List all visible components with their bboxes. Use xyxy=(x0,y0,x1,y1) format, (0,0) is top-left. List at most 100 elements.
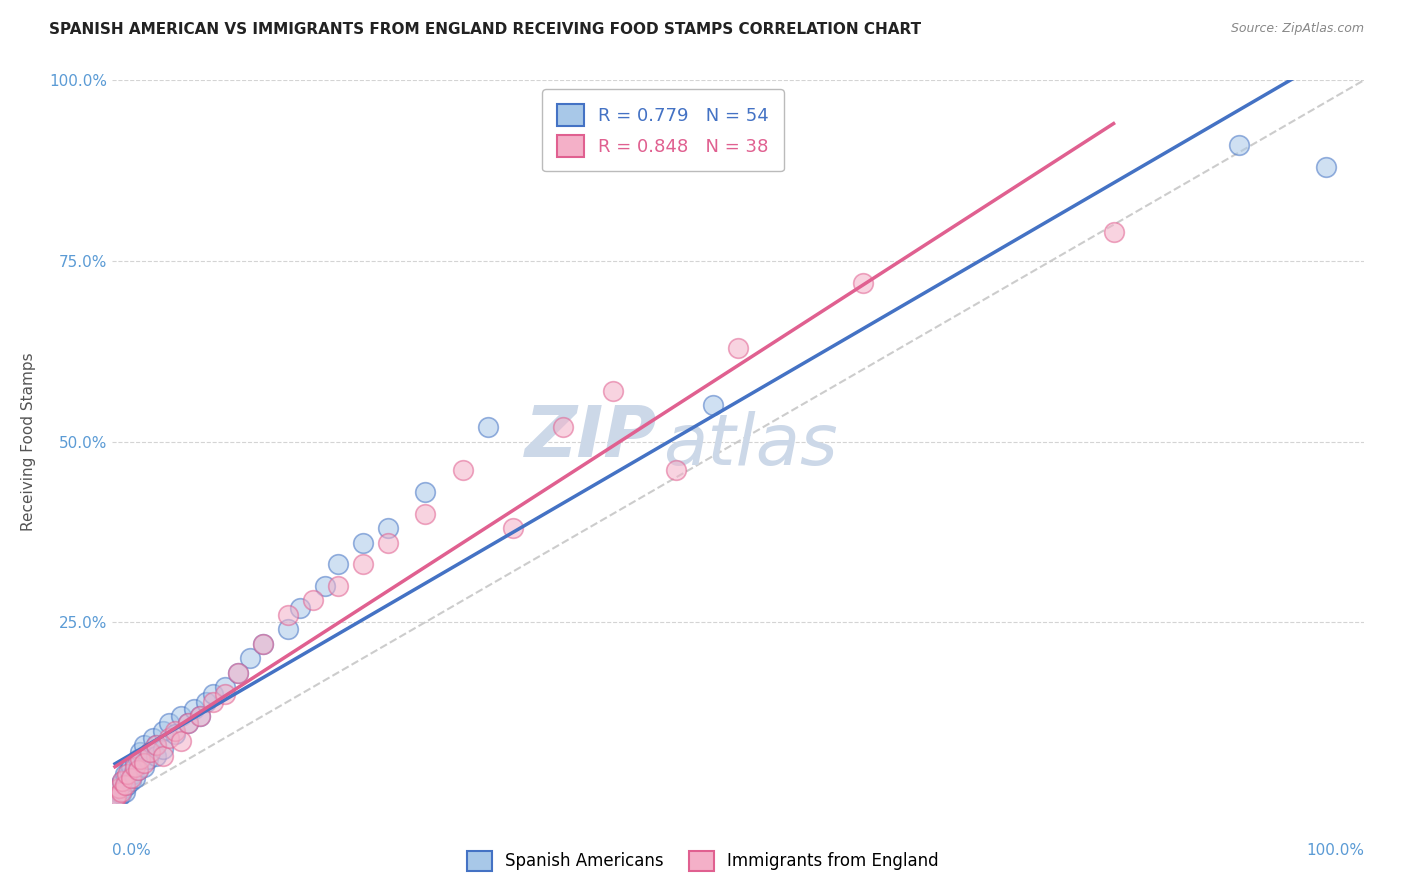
Text: Source: ZipAtlas.com: Source: ZipAtlas.com xyxy=(1230,22,1364,36)
Point xyxy=(226,665,249,680)
Point xyxy=(104,792,127,806)
Point xyxy=(301,593,323,607)
Point xyxy=(114,778,136,792)
Point xyxy=(170,734,193,748)
Point xyxy=(451,463,474,477)
Point xyxy=(551,420,574,434)
Point xyxy=(201,695,224,709)
Point xyxy=(139,745,162,759)
Point xyxy=(326,558,349,572)
Point xyxy=(124,760,146,774)
Point xyxy=(124,756,146,770)
Point xyxy=(108,778,131,792)
Point xyxy=(702,398,724,412)
Point xyxy=(352,558,374,572)
Point xyxy=(352,535,374,549)
Point xyxy=(107,790,129,805)
Point xyxy=(115,771,138,785)
Point xyxy=(145,738,167,752)
Point xyxy=(727,341,749,355)
Point xyxy=(1315,160,1337,174)
Point xyxy=(314,579,336,593)
Point xyxy=(152,741,174,756)
Point xyxy=(110,787,132,801)
Point xyxy=(120,774,142,789)
Point xyxy=(152,723,174,738)
Point xyxy=(170,709,193,723)
Point xyxy=(127,764,149,778)
Point xyxy=(129,745,152,759)
Point xyxy=(377,521,399,535)
Point xyxy=(111,774,134,789)
Point xyxy=(413,507,436,521)
Legend: R = 0.779   N = 54, R = 0.848   N = 38: R = 0.779 N = 54, R = 0.848 N = 38 xyxy=(543,89,783,171)
Point xyxy=(183,702,205,716)
Point xyxy=(602,384,624,398)
Point xyxy=(252,637,274,651)
Point xyxy=(157,731,180,745)
Point xyxy=(127,764,149,778)
Point xyxy=(132,756,155,770)
Point xyxy=(277,607,299,622)
Point xyxy=(157,716,180,731)
Point xyxy=(132,760,155,774)
Point xyxy=(118,764,141,778)
Text: 100.0%: 100.0% xyxy=(1306,843,1364,857)
Text: SPANISH AMERICAN VS IMMIGRANTS FROM ENGLAND RECEIVING FOOD STAMPS CORRELATION CH: SPANISH AMERICAN VS IMMIGRANTS FROM ENGL… xyxy=(49,22,921,37)
Point xyxy=(326,579,349,593)
Point xyxy=(114,785,136,799)
Point xyxy=(188,709,211,723)
Point xyxy=(139,745,162,759)
Y-axis label: Receiving Food Stamps: Receiving Food Stamps xyxy=(21,352,35,531)
Text: 0.0%: 0.0% xyxy=(112,843,152,857)
Point xyxy=(664,463,686,477)
Point xyxy=(120,760,142,774)
Point xyxy=(214,687,236,701)
Point xyxy=(107,785,129,799)
Point xyxy=(252,637,274,651)
Point xyxy=(377,535,399,549)
Point xyxy=(117,767,139,781)
Point xyxy=(136,752,159,766)
Point xyxy=(163,727,186,741)
Point xyxy=(502,521,524,535)
Point xyxy=(239,651,262,665)
Point xyxy=(127,752,149,766)
Text: ZIP: ZIP xyxy=(524,403,657,473)
Point xyxy=(129,752,152,766)
Point xyxy=(277,623,299,637)
Point xyxy=(176,716,198,731)
Point xyxy=(1227,138,1250,153)
Point xyxy=(152,748,174,763)
Point xyxy=(290,600,312,615)
Point xyxy=(214,680,236,694)
Point xyxy=(145,748,167,763)
Point xyxy=(1102,225,1125,239)
Point xyxy=(117,778,139,792)
Point xyxy=(226,665,249,680)
Point xyxy=(105,789,128,803)
Point xyxy=(124,771,146,785)
Point xyxy=(145,738,167,752)
Point xyxy=(110,785,132,799)
Point xyxy=(107,781,129,796)
Point xyxy=(141,731,163,745)
Point xyxy=(176,716,198,731)
Text: atlas: atlas xyxy=(664,410,838,480)
Point xyxy=(104,789,127,803)
Point xyxy=(112,781,135,796)
Point xyxy=(132,738,155,752)
Point xyxy=(201,687,224,701)
Point xyxy=(107,781,129,796)
Point xyxy=(120,771,142,785)
Point xyxy=(114,767,136,781)
Point xyxy=(105,792,128,806)
Point xyxy=(477,420,499,434)
Point xyxy=(195,695,218,709)
Point xyxy=(852,276,875,290)
Point xyxy=(163,723,186,738)
Point xyxy=(111,774,134,789)
Point xyxy=(188,709,211,723)
Point xyxy=(413,485,436,500)
Legend: Spanish Americans, Immigrants from England: Spanish Americans, Immigrants from Engla… xyxy=(458,842,948,880)
